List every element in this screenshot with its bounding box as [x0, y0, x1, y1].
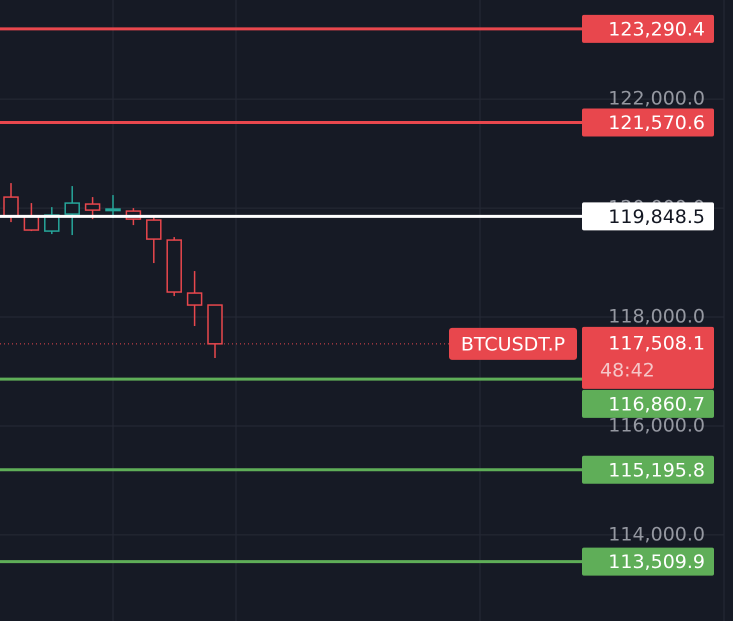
- level-label: 113,509.9: [608, 551, 705, 573]
- level-box: [582, 108, 714, 137]
- last-price-box: [582, 326, 714, 389]
- level-box: [582, 389, 714, 418]
- symbol-label: BTCUSDT.P: [461, 333, 565, 355]
- y-tick-label: 114,000.0: [608, 523, 705, 545]
- level-box: [582, 455, 714, 484]
- y-tick-label: 116,000.0: [608, 414, 705, 436]
- level-label: 121,570.6: [608, 112, 705, 134]
- candle-body: [64, 202, 80, 215]
- level-label: 123,290.4: [608, 18, 705, 40]
- countdown-label: 48:42: [600, 359, 655, 381]
- candle-body: [186, 292, 203, 306]
- last-price-label: 117,508.1: [608, 332, 705, 354]
- candle-body: [23, 215, 40, 231]
- candle-body: [166, 239, 182, 293]
- y-tick-label: 122,000.0: [608, 88, 705, 110]
- candle-body: [3, 196, 19, 217]
- y-tick-label: 118,000.0: [608, 306, 705, 328]
- candle-body: [146, 219, 162, 240]
- level-label: 115,195.8: [608, 459, 705, 481]
- level-box: [582, 547, 714, 576]
- candle-body: [84, 203, 101, 211]
- symbol-box: [449, 327, 577, 360]
- candle-body: [207, 304, 223, 345]
- level-box: [582, 14, 714, 43]
- level-label: 119,848.5: [608, 206, 705, 228]
- level-box: [582, 202, 714, 231]
- level-label: 116,860.7: [608, 393, 705, 415]
- candle-body: [105, 208, 121, 212]
